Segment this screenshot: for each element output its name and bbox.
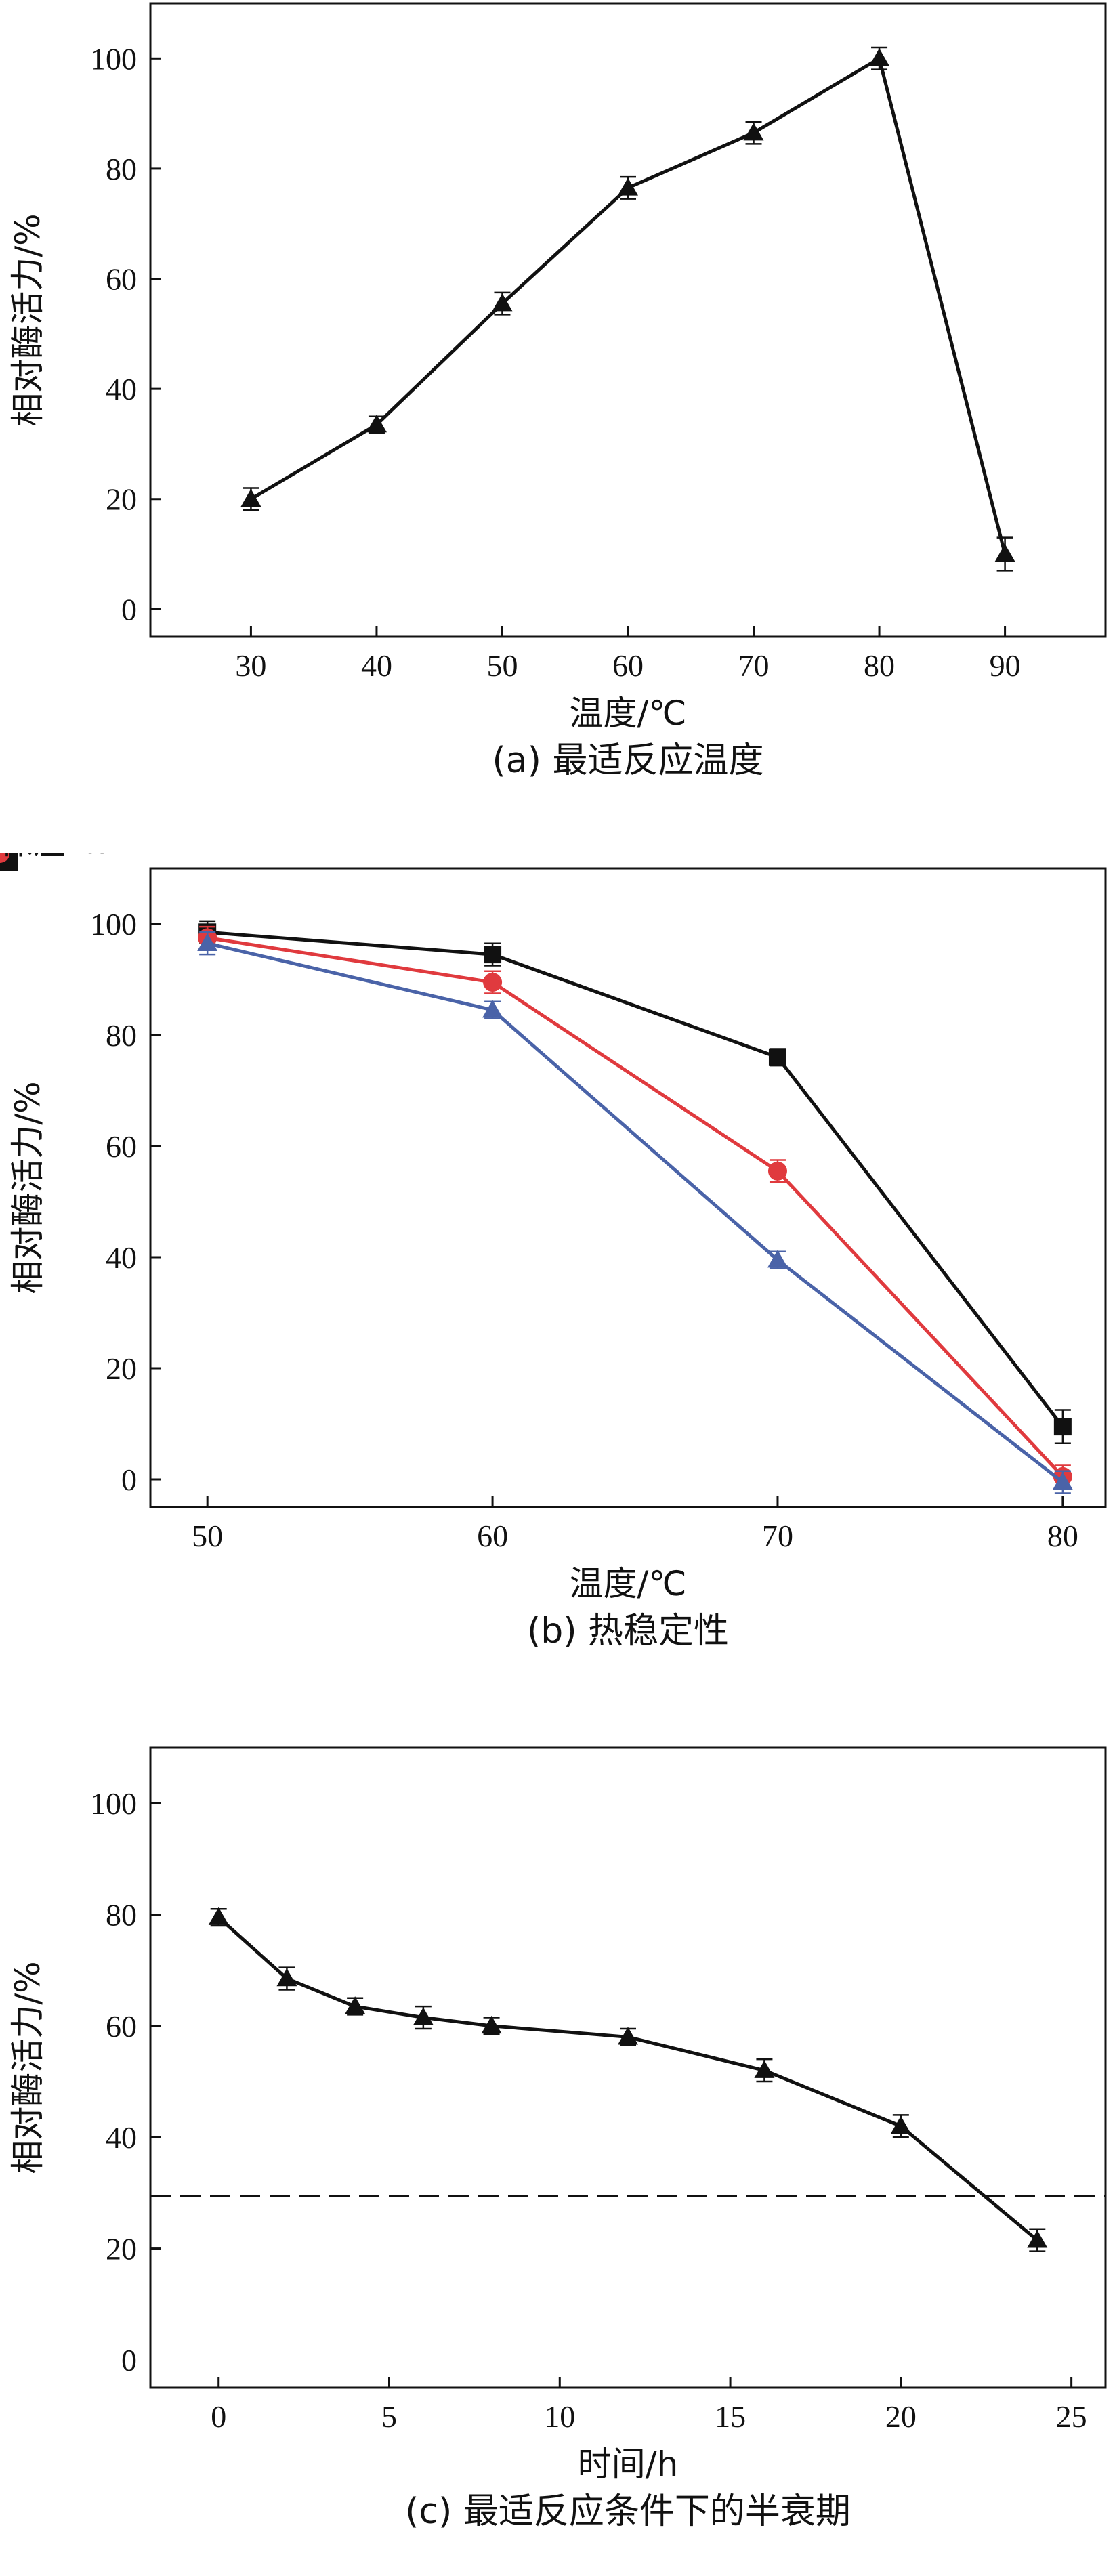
y-axis-label: 相对酶活力/% — [8, 1081, 47, 1294]
y-tick-label: 100 — [90, 41, 137, 76]
y-tick-label: 40 — [106, 2120, 137, 2155]
data-point — [208, 1907, 229, 1925]
data-point — [484, 946, 502, 964]
chart-optimal-temperature: 30 40 50 60 70 80 90 0 20 40 60 80 100 温度/℃ 相对酶活力/% (a)… — [8, 2, 1107, 781]
y-axis-label: 相对酶活力/% — [8, 1961, 47, 2174]
y-tick-label: 40 — [106, 372, 137, 406]
series-line — [217, 1916, 1038, 2242]
data-point — [1027, 2230, 1048, 2248]
chart-thermal-stability: 50 60 70 80 0 20 40 60 80 100 温度/℃ 相对酶活力/% (b) 热稳定性 保… — [0, 853, 1107, 1651]
legend-marker — [0, 853, 9, 863]
y-axis-label: 相对酶活力/% — [8, 213, 47, 426]
x-tick-label: 20 — [885, 2399, 917, 2434]
x-tick-label: 60 — [612, 648, 644, 683]
chart-caption: (c) 最适反应条件下的半衰期 — [405, 2491, 851, 2532]
x-axis-label: 时间/h — [578, 2445, 679, 2484]
y-tick-label: 80 — [106, 152, 137, 186]
y-tick-label: 40 — [106, 1240, 137, 1275]
y-tick-label: 80 — [106, 1018, 137, 1053]
chart-half-life: 0 5 10 15 20 25 20 40 60 80 100 0 时间/h 相对酶活力/% (c) 最适反… — [8, 1746, 1107, 2532]
x-tick-label: 70 — [762, 1519, 793, 1553]
y-tick-label: 20 — [106, 1351, 137, 1386]
x-tick-label: 30 — [235, 648, 266, 683]
data-point — [240, 488, 261, 507]
data-point — [1053, 1418, 1072, 1436]
data-point — [890, 2115, 911, 2134]
x-tick-label: 60 — [477, 1519, 508, 1553]
legend-label: 保温1h — [0, 853, 106, 862]
legend-label: 保温4h — [0, 853, 106, 862]
data-point — [483, 973, 503, 992]
data-point — [768, 1048, 786, 1066]
y-tick-label: 100 — [90, 907, 137, 942]
data-point — [869, 48, 890, 66]
series-line — [207, 930, 1064, 1428]
x-tick-label: 90 — [990, 648, 1021, 683]
y-tick-label: 20 — [106, 2232, 137, 2266]
data-point — [1052, 1472, 1073, 1490]
y-tick-label: 80 — [106, 1898, 137, 1933]
y-tick-label: 60 — [106, 1129, 137, 1164]
y-tick-label: 60 — [106, 262, 137, 297]
data-point — [197, 933, 218, 951]
y-tick-label: 20 — [106, 482, 137, 517]
chart-caption: (a) 最适反应温度 — [492, 740, 764, 781]
x-axis-label: 温度/℃ — [570, 694, 687, 733]
y-tick-label: 100 — [90, 1786, 137, 1821]
chart-panel-a: 30 40 50 60 70 80 90 0 20 40 60 80 100 温度/℃ 相对酶活力/% (a)… — [0, 0, 1115, 813]
x-tick-label: 80 — [864, 648, 895, 683]
series-group — [198, 925, 1072, 1489]
x-tick-label: 50 — [486, 648, 518, 683]
x-tick-label: 70 — [738, 648, 770, 683]
y-tick-label: 0 — [121, 1462, 137, 1497]
series-line — [207, 942, 1064, 1484]
data-point — [743, 123, 764, 141]
data-point — [754, 2060, 775, 2078]
x-tick-label: 5 — [381, 2399, 397, 2434]
data-point — [366, 414, 387, 433]
x-tick-label: 25 — [1056, 2399, 1087, 2434]
data-point — [413, 2007, 434, 2025]
series-group — [240, 46, 1015, 572]
y-tick-label: 60 — [106, 2009, 137, 2044]
series-line — [207, 936, 1064, 1478]
plot-frame — [149, 2, 1107, 638]
data-point — [345, 1996, 366, 2014]
plot-frame — [149, 867, 1107, 1508]
x-tick-label: 40 — [361, 648, 392, 683]
data-point — [481, 2015, 502, 2034]
data-point — [276, 1968, 297, 1987]
y-tick-label: 0 — [121, 2343, 137, 2378]
y-tick-label: 0 — [121, 592, 137, 627]
x-axis-label: 温度/℃ — [570, 1564, 687, 1603]
data-point — [618, 2027, 638, 2045]
series-line — [250, 56, 1007, 555]
data-point — [492, 293, 513, 312]
plot-frame — [149, 1746, 1107, 2389]
data-point — [482, 1000, 503, 1018]
data-point — [618, 177, 638, 196]
x-tick-label: 50 — [192, 1519, 223, 1553]
chart-panel-c: 0 5 10 15 20 25 20 40 60 80 100 0 时间/h 相对酶活力/% (c) 最适反… — [0, 1720, 1115, 2576]
x-tick-label: 80 — [1047, 1519, 1078, 1553]
data-point — [767, 1250, 788, 1268]
x-tick-label: 10 — [544, 2399, 575, 2434]
series-group — [198, 920, 1072, 1444]
chart-caption: (b) 热稳定性 — [527, 1611, 729, 1651]
series-group — [208, 1907, 1048, 2252]
data-point — [767, 1161, 787, 1181]
x-tick-label: 0 — [211, 2399, 226, 2434]
series-group — [197, 931, 1073, 1494]
legend-label: 保温2h — [0, 853, 106, 862]
chart-panel-b: 50 60 70 80 0 20 40 60 80 100 温度/℃ 相对酶活力/% (b) 热稳定性 保… — [0, 853, 1115, 1693]
x-tick-label: 15 — [715, 2399, 746, 2434]
data-point — [994, 544, 1015, 562]
